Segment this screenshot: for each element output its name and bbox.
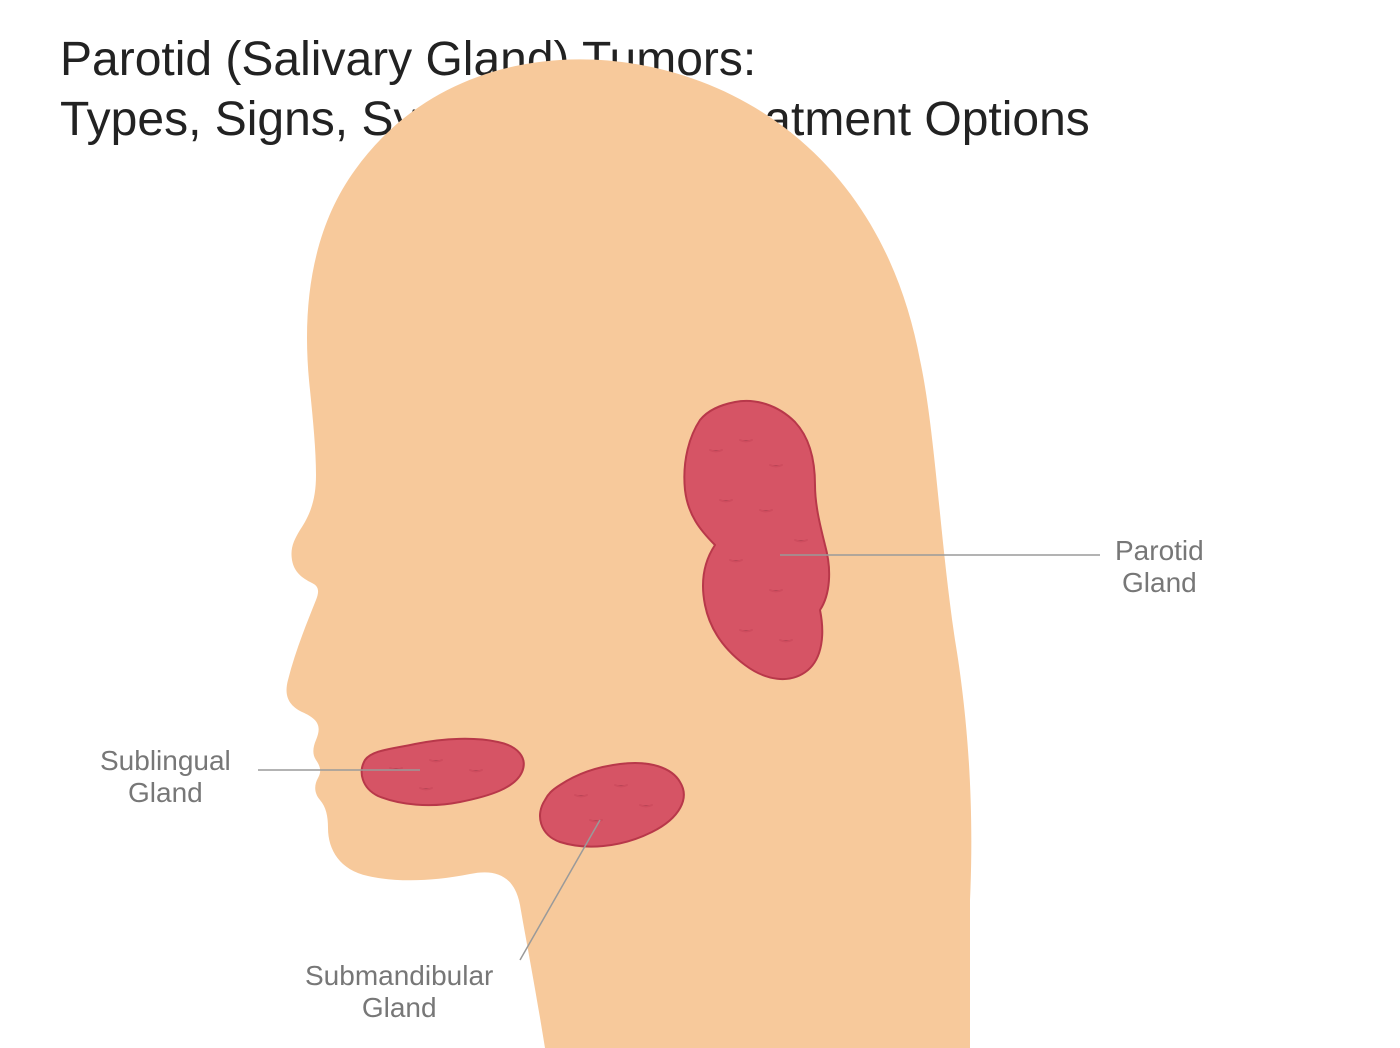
anatomy-diagram: [0, 0, 1400, 1048]
head-silhouette: [287, 59, 972, 1048]
label-parotid: Parotid Gland: [1115, 535, 1204, 599]
label-sublingual: Sublingual Gland: [100, 745, 231, 809]
diagram-canvas: Parotid (Salivary Gland) Tumors: Types, …: [0, 0, 1400, 1048]
label-submandibular: Submandibular Gland: [305, 960, 493, 1024]
